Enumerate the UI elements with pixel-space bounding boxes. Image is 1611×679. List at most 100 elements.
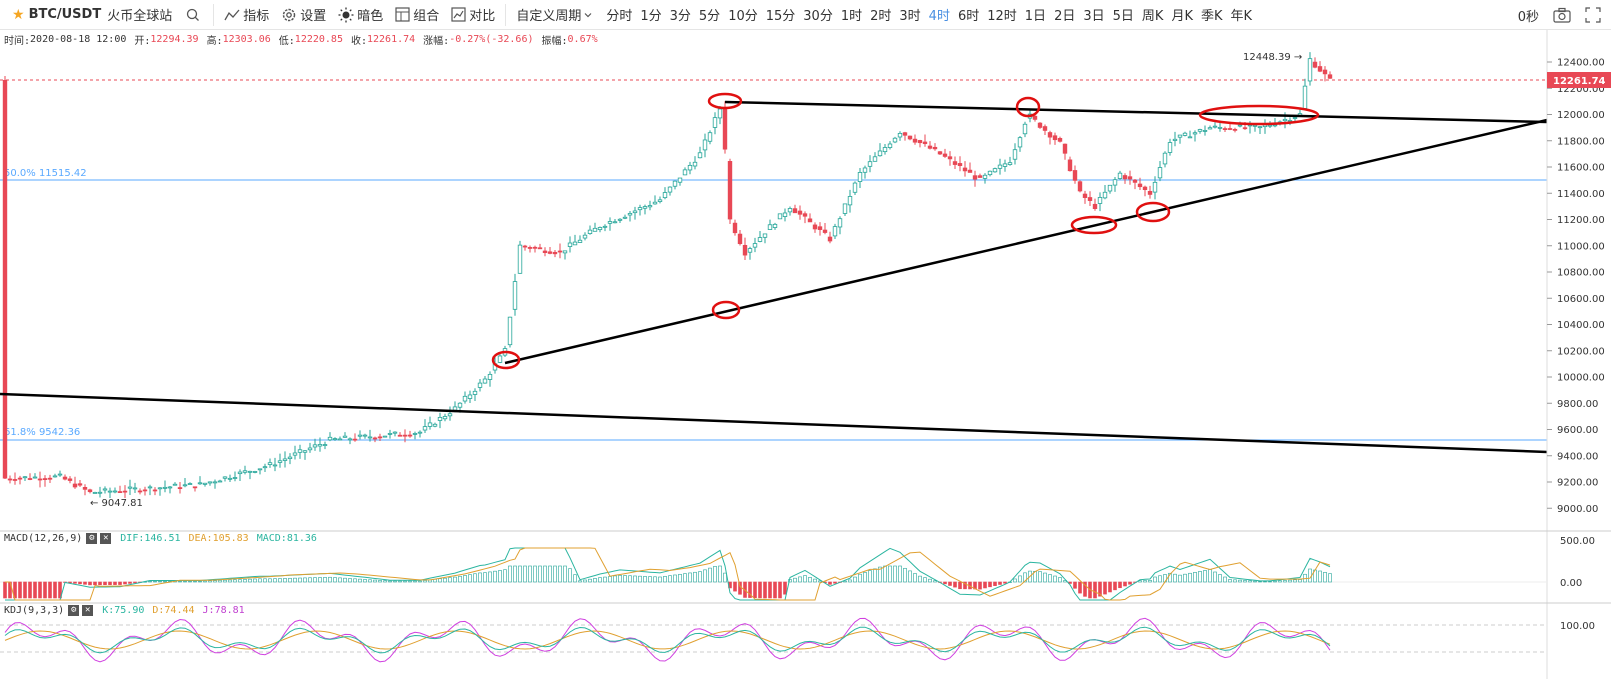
macd-bar [523, 565, 527, 583]
macd-bar [1003, 581, 1007, 584]
macd-bar [608, 576, 612, 583]
macd-bar [1108, 581, 1112, 593]
candle-body [962, 167, 968, 172]
macd-bar [438, 578, 442, 583]
trend-drawings[interactable] [0, 92, 1548, 454]
period-tab[interactable]: 6时 [957, 9, 980, 24]
macd-bar [723, 572, 727, 583]
star-icon[interactable]: ★ [12, 6, 25, 23]
macd-bar [83, 581, 87, 585]
price-tick-label: 12000.00 [1557, 110, 1605, 121]
period-tab[interactable]: 4时 [928, 9, 950, 24]
dark-mode-button[interactable]: 暗色 [332, 0, 389, 30]
candle-body [627, 213, 633, 216]
macd-bar [773, 581, 777, 599]
candle-body [897, 132, 903, 138]
candle-body [1057, 137, 1063, 142]
price-axis[interactable]: 12400.00 12200.00 12000.00 11800.00 11600.00… [1546, 30, 1611, 679]
period-tab[interactable]: 1时 [840, 9, 863, 24]
candle-body [392, 431, 398, 434]
period-tabs: 分时 1分 3分 5分 10分 15分 30分 1时 2时 3时 4时 6时 12时 1日 2日 3日 5日 周K… [602, 0, 1256, 30]
current-price-tag [1547, 72, 1611, 88]
candle-body [587, 229, 593, 235]
period-tab[interactable]: 年K [1230, 9, 1253, 24]
candle-body [457, 402, 463, 408]
period-tab[interactable]: 1日 [1024, 9, 1047, 24]
candle-body [12, 479, 18, 481]
highlight-ellipse [1070, 215, 1118, 235]
candle-body [252, 471, 258, 473]
macd-bar [293, 577, 297, 583]
fib-50-label: 50.0% 11515.42 [4, 168, 87, 179]
macd-bar [68, 581, 72, 584]
layout-button[interactable]: 组合 [389, 0, 445, 30]
candle-body [1207, 127, 1213, 130]
candle-body [437, 416, 443, 421]
search-button[interactable] [180, 0, 209, 30]
period-tab[interactable]: 3时 [899, 9, 921, 24]
gear-icon[interactable]: ⚙ [68, 605, 80, 616]
period-tab[interactable]: 季K [1200, 9, 1223, 24]
macd-bar [1138, 580, 1142, 583]
macd-bar [673, 574, 677, 583]
period-tab[interactable]: 3分 [669, 9, 691, 24]
fullscreen-icon[interactable] [1585, 7, 1601, 23]
period-tab[interactable]: 月K [1171, 9, 1193, 24]
period-tab[interactable]: 12时 [987, 9, 1017, 24]
macd-bar [1273, 580, 1277, 583]
symbol-selector[interactable]: ★ BTC/USDT 火币全球站 [0, 0, 180, 30]
period-tab[interactable]: 15分 [765, 9, 796, 24]
candle-body [307, 447, 313, 451]
divider [213, 3, 215, 26]
settings-button[interactable]: 设置 [275, 0, 332, 30]
candle-body [867, 161, 873, 167]
highlight-ellipse [711, 300, 741, 320]
extreme-markers: 12448.39 → ← 9047.81 [90, 52, 1302, 509]
candle-body [247, 470, 253, 473]
candle-body [482, 378, 488, 384]
macd-bar [253, 578, 257, 583]
indicator-button[interactable]: 指标 [218, 0, 275, 30]
period-tab[interactable]: 3日 [1083, 9, 1105, 24]
candle-body [87, 489, 93, 493]
close-icon[interactable]: ✕ [100, 533, 112, 544]
candle-body [792, 208, 798, 214]
candle-body [1307, 58, 1313, 82]
candle-body [542, 250, 548, 254]
period-tab[interactable]: 5分 [698, 9, 721, 24]
period-tab[interactable]: 30分 [803, 9, 833, 24]
falling-resistance-line[interactable] [724, 100, 1548, 124]
compare-button[interactable]: 对比 [445, 0, 501, 30]
candle-body [1327, 74, 1333, 79]
candle-body [1202, 130, 1208, 132]
macd-bar [1048, 574, 1052, 583]
macd-bar [603, 576, 607, 583]
lower-channel-line[interactable] [0, 392, 1548, 454]
custom-period-dropdown[interactable]: 自定义周期 [510, 0, 602, 30]
candle-body [1047, 132, 1053, 138]
period-tab[interactable]: 5日 [1112, 9, 1134, 24]
macd-bar [768, 581, 772, 599]
chart-canvas[interactable]: 50.0% 11515.42 61.8% 9542.36 12448.39 → … [0, 30, 1611, 679]
period-tab[interactable]: 2日 [1054, 9, 1076, 24]
close-icon[interactable]: ✕ [82, 605, 94, 616]
rising-support-line[interactable] [504, 118, 1548, 365]
candle-body [1292, 117, 1298, 119]
candle-body [177, 487, 183, 490]
candle-body [647, 205, 653, 208]
period-tab[interactable]: 2时 [870, 9, 892, 24]
camera-icon[interactable] [1553, 7, 1571, 23]
chevron-down-icon [584, 12, 592, 17]
candle-body [262, 466, 268, 469]
macd-bar [753, 581, 757, 599]
period-tab[interactable]: 10分 [728, 9, 758, 24]
period-tab[interactable]: 分时 [606, 9, 633, 24]
fibonacci-lines: 50.0% 11515.42 61.8% 9542.36 [0, 168, 1547, 441]
gear-icon[interactable]: ⚙ [86, 533, 98, 544]
period-tab[interactable]: 1分 [640, 9, 662, 24]
candle-body [107, 490, 113, 493]
candle-body [192, 486, 198, 489]
macd-bar [108, 581, 112, 585]
period-tab[interactable]: 周K [1141, 9, 1164, 24]
macd-bar [923, 577, 927, 583]
